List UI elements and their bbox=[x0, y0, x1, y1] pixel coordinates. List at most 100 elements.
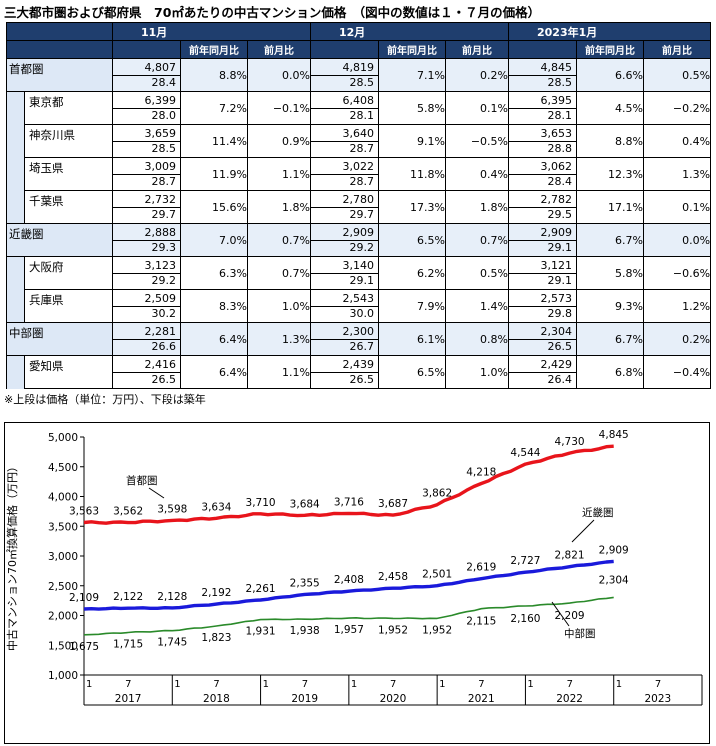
price-value: 4,819 bbox=[342, 61, 375, 74]
price-cell: 3,653 28.8 bbox=[508, 124, 577, 158]
corner-cell bbox=[6, 40, 113, 59]
region-margin-cell bbox=[6, 355, 25, 389]
yoy-value: 17.3% bbox=[378, 190, 446, 224]
data-label: 2,304 bbox=[599, 574, 629, 586]
pref-label-cell: 大阪府 bbox=[24, 256, 113, 290]
pref-label-cell: 埼玉県 bbox=[24, 157, 113, 191]
price-value: 2,300 bbox=[342, 325, 375, 338]
data-label: 3,710 bbox=[246, 497, 276, 509]
yoy-value: 12.3% bbox=[576, 157, 644, 191]
mom-value: 0.1% bbox=[642, 190, 712, 224]
mom-value: 0.5% bbox=[445, 256, 509, 290]
price-cell: 2,509 30.2 bbox=[112, 289, 181, 323]
price-cell: 4,819 28.5 bbox=[310, 58, 379, 92]
region-margin-cell bbox=[6, 190, 25, 224]
age-value: 28.5 bbox=[113, 141, 180, 157]
y-axis-label: 中古マンション70㎡換算価格（万円） bbox=[5, 461, 19, 651]
age-value: 28.0 bbox=[113, 108, 180, 124]
price-value: 2,780 bbox=[342, 193, 375, 206]
x-year-label: 2023 bbox=[644, 693, 671, 705]
price-cell: 2,429 26.4 bbox=[508, 355, 577, 389]
price-value: 2,732 bbox=[144, 193, 177, 206]
age-value: 29.1 bbox=[509, 273, 576, 289]
table-note: ※上段は価格（単位：万円）、下段は築年 bbox=[4, 393, 206, 406]
y-tick-label: 1,500 bbox=[48, 640, 78, 652]
row-label: 兵庫県 bbox=[29, 293, 64, 307]
series-leader bbox=[571, 519, 595, 543]
data-label: 3,598 bbox=[157, 503, 187, 515]
price-cell: 3,121 29.1 bbox=[508, 256, 577, 290]
price-value: 2,782 bbox=[540, 193, 573, 206]
yoy-value: 7.9% bbox=[378, 289, 446, 323]
price-value: 3,659 bbox=[144, 127, 177, 140]
row-label: 近畿圏 bbox=[9, 227, 44, 241]
series-line-2 bbox=[83, 559, 614, 611]
y-tick-label: 4,000 bbox=[48, 492, 78, 504]
price-cell: 2,782 29.5 bbox=[508, 190, 577, 224]
region-label-cell: 中部圏 bbox=[6, 322, 113, 356]
price-value: 2,281 bbox=[144, 325, 177, 338]
x-month-label: 1 bbox=[351, 679, 357, 690]
price-cell: 2,888 29.3 bbox=[112, 223, 181, 257]
yoy-value: 17.1% bbox=[576, 190, 644, 224]
mom-value: 0.4% bbox=[642, 124, 712, 158]
data-label: 3,684 bbox=[290, 498, 320, 510]
age-value: 26.5 bbox=[113, 372, 180, 388]
price-value: 4,807 bbox=[144, 61, 177, 74]
x-month-label: 7 bbox=[478, 679, 484, 690]
region-margin-cell bbox=[6, 256, 25, 290]
price-value: 2,888 bbox=[144, 226, 177, 239]
yoy-value: 8.8% bbox=[180, 58, 248, 92]
y-tick-label: 4,500 bbox=[48, 462, 78, 474]
yoy-header: 前年同月比 bbox=[180, 40, 248, 59]
age-value: 28.5 bbox=[509, 75, 576, 91]
blank-header bbox=[112, 40, 181, 59]
age-value: 30.2 bbox=[113, 306, 180, 322]
price-cell: 3,123 29.2 bbox=[112, 256, 181, 290]
price-value: 2,429 bbox=[540, 358, 573, 371]
mom-header: 前月比 bbox=[642, 40, 712, 59]
price-value: 3,640 bbox=[342, 127, 375, 140]
row-label: 東京都 bbox=[29, 95, 64, 109]
age-value: 26.5 bbox=[311, 372, 378, 388]
mom-header: 前月比 bbox=[247, 40, 311, 59]
data-label: 1,675 bbox=[69, 641, 99, 653]
x-month-label: 1 bbox=[439, 679, 445, 690]
row-label: 首都圏 bbox=[9, 62, 44, 76]
price-cell: 3,659 28.5 bbox=[112, 124, 181, 158]
price-value: 3,009 bbox=[144, 160, 177, 173]
age-value: 29.7 bbox=[113, 207, 180, 223]
age-value: 28.4 bbox=[113, 75, 180, 91]
mom-value: 0.5% bbox=[642, 58, 712, 92]
price-cell: 2,573 29.8 bbox=[508, 289, 577, 323]
price-cell: 2,780 29.7 bbox=[310, 190, 379, 224]
region-label-cell: 首都圏 bbox=[6, 58, 113, 92]
price-value: 2,909 bbox=[540, 226, 573, 239]
data-label: 1,823 bbox=[201, 632, 231, 644]
age-value: 29.3 bbox=[113, 240, 180, 256]
age-value: 28.7 bbox=[113, 174, 180, 190]
price-cell: 3,640 28.7 bbox=[310, 124, 379, 158]
mom-header: 前月比 bbox=[445, 40, 509, 59]
yoy-value: 6.3% bbox=[180, 256, 248, 290]
x-month-label: 7 bbox=[655, 679, 661, 690]
series-name-3: 中部圏 bbox=[564, 627, 596, 640]
yoy-value: 6.2% bbox=[378, 256, 446, 290]
x-month-label: 1 bbox=[174, 679, 180, 690]
age-value: 29.2 bbox=[113, 273, 180, 289]
blank-header bbox=[310, 40, 379, 59]
price-value: 2,304 bbox=[540, 325, 573, 338]
price-cell: 2,416 26.5 bbox=[112, 355, 181, 389]
table-row: 愛知県 2,416 26.5 6.4% 1.1% 2,439 26.5 6.5% 1.0% 2,4… bbox=[6, 355, 712, 389]
x-month-label: 1 bbox=[263, 679, 269, 690]
yoy-value: 8.8% bbox=[576, 124, 644, 158]
price-cell: 6,395 28.1 bbox=[508, 91, 577, 125]
region-margin-cell bbox=[6, 157, 25, 191]
mom-value: 0.1% bbox=[445, 91, 509, 125]
table-row: 首都圏 4,807 28.4 8.8% 0.0% 4,819 28.5 7.1% 0.2% 4,8… bbox=[6, 58, 712, 92]
price-value: 6,395 bbox=[540, 94, 573, 107]
month-header: 11月 bbox=[112, 22, 311, 41]
x-year-label: 2021 bbox=[468, 693, 495, 705]
mom-value: 1.1% bbox=[247, 157, 311, 191]
yoy-value: 5.8% bbox=[576, 256, 644, 290]
